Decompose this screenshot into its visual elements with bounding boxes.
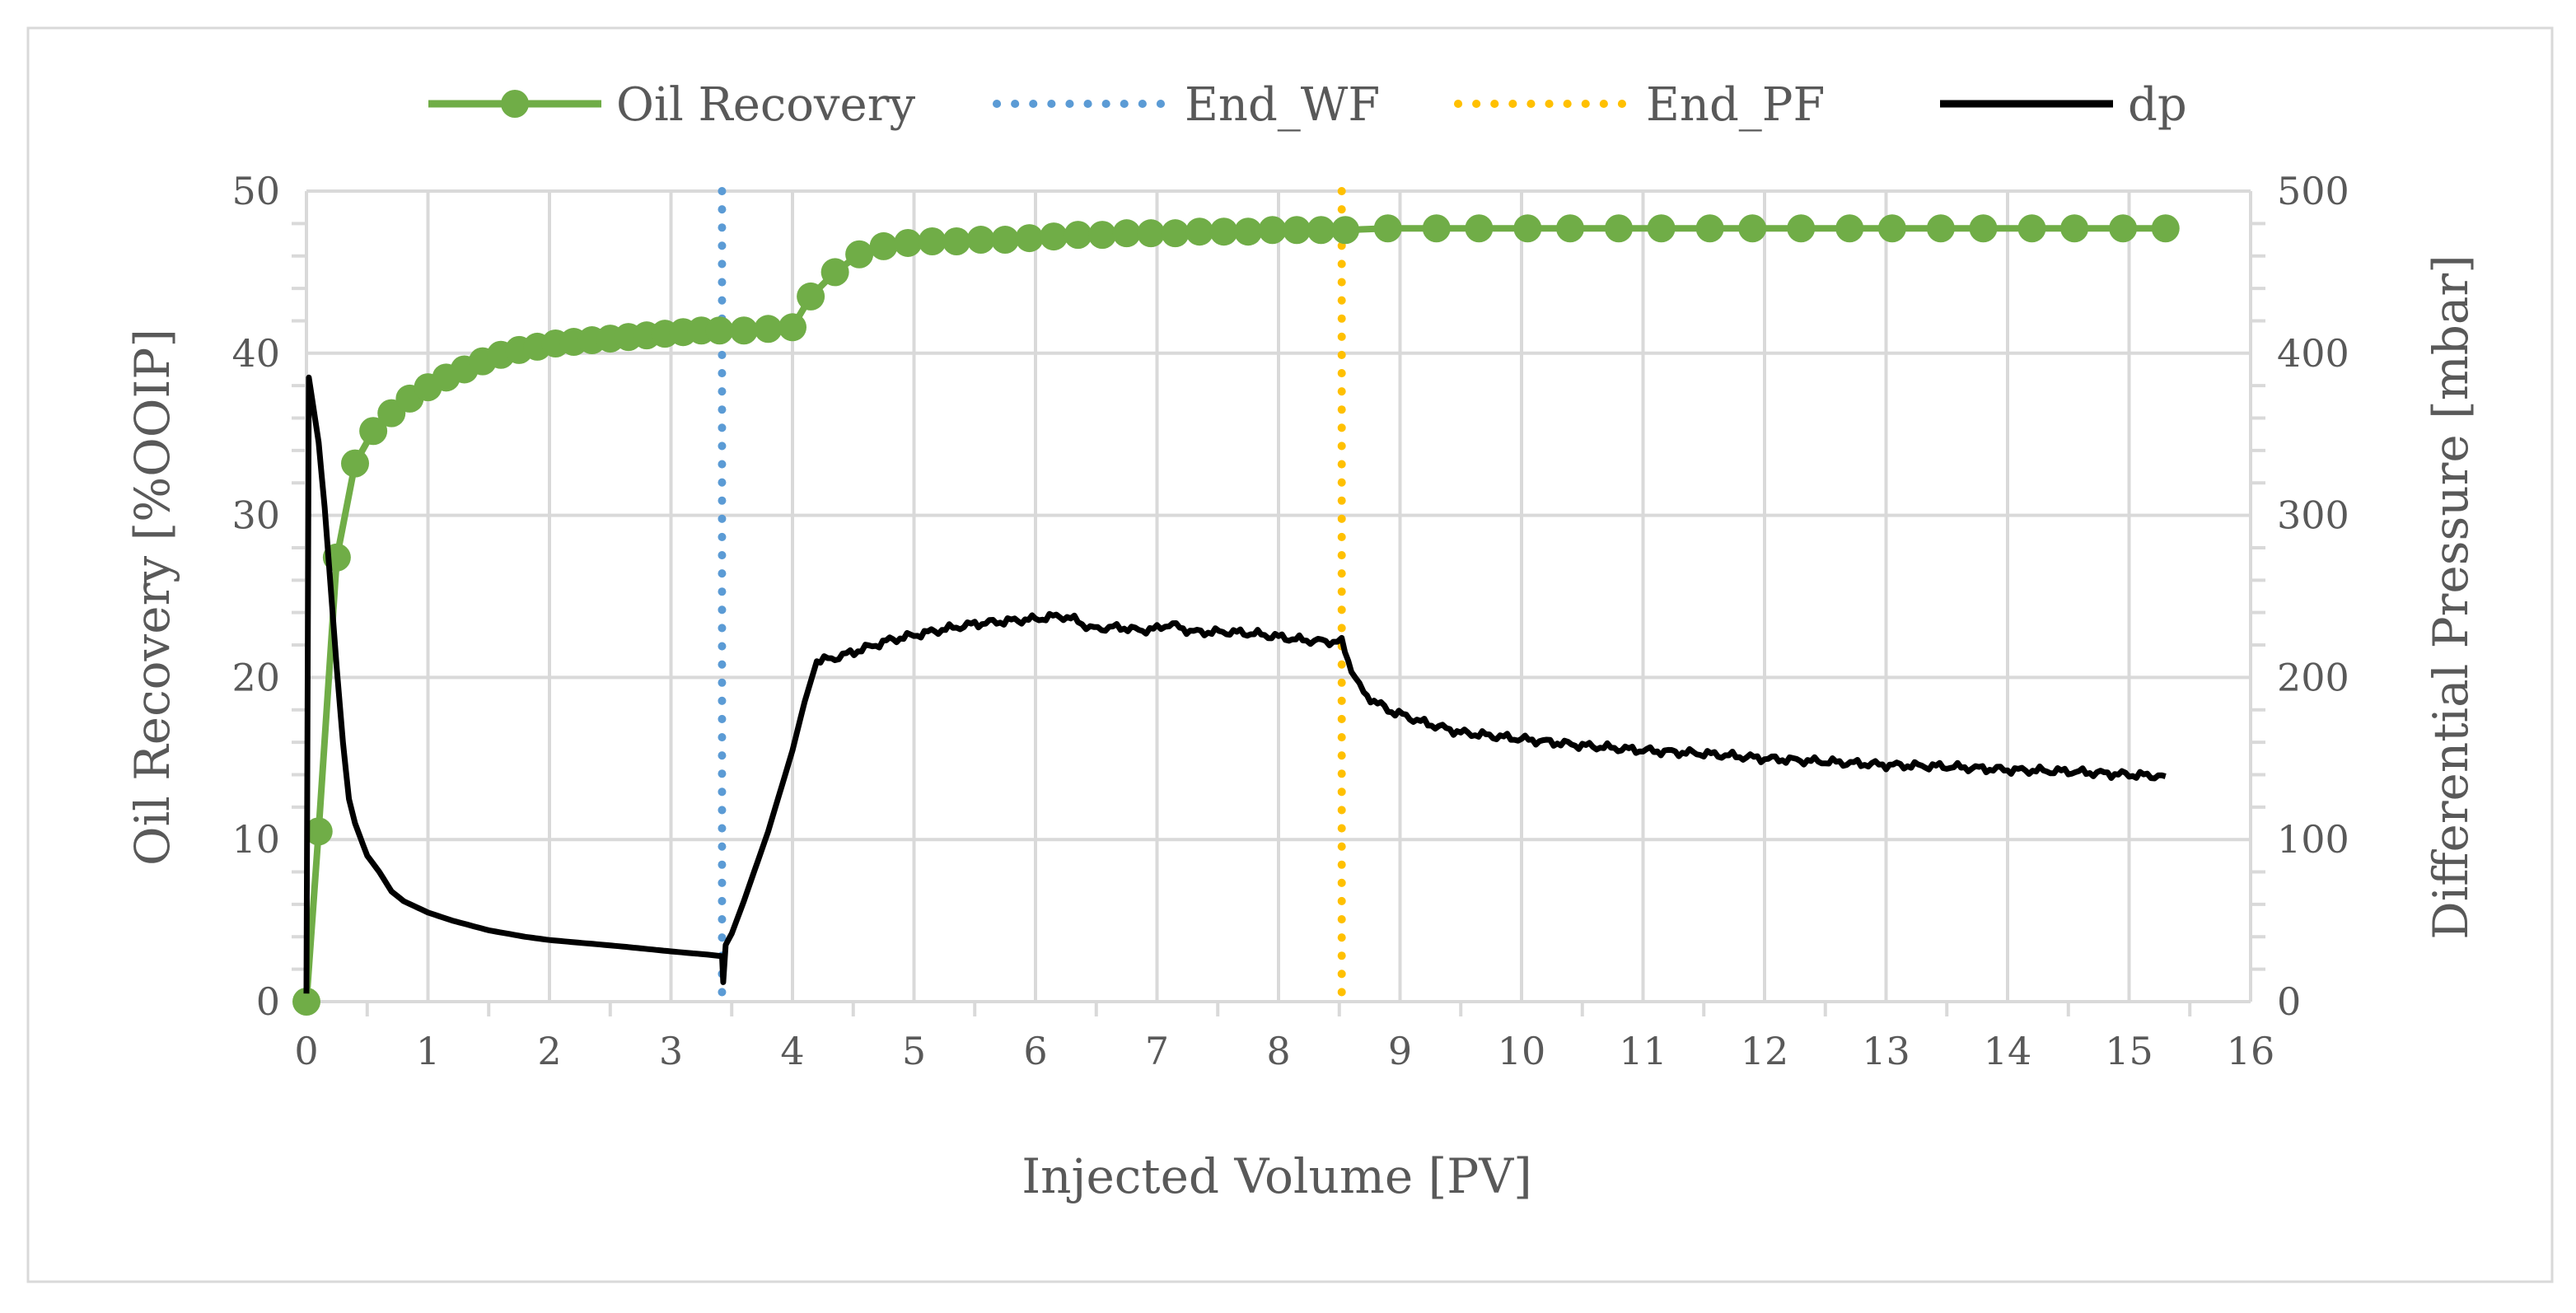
y-tick-label: 40 [231,331,280,376]
x-tick-label: 4 [780,1029,804,1073]
oil-recovery-point [894,228,923,257]
x-tick-label: 15 [2105,1029,2153,1073]
oil-recovery-point [2017,214,2046,243]
oil-recovery-point [1835,214,1864,243]
oil-recovery-point [778,313,806,342]
axis-layer: 0 1 2 3 4 5 6 7 8 9 10 11 12 13 14 15 160102030405001002… [231,169,2349,1073]
oil-recovery-point [820,258,849,287]
x-tick-label: 5 [902,1029,926,1073]
x-tick-label: 8 [1266,1029,1290,1073]
oil-recovery-point [1422,214,1451,243]
oil-recovery-point [1137,219,1166,248]
y2-tick-label: 500 [2277,169,2349,213]
y-tick-label: 20 [231,655,280,699]
x-tick-label: 12 [1741,1029,1789,1073]
x-tick-label: 7 [1145,1029,1169,1073]
oil-recovery-point [845,240,874,269]
oil-recovery-point [359,417,388,446]
oil-recovery-point [1112,219,1141,248]
oil-recovery-point [1465,214,1494,243]
oil-recovery-point [1373,214,1402,243]
oil-recovery-point [1234,217,1263,246]
oil-recovery-point [292,988,320,1016]
oil-recovery-point [966,226,995,255]
x-tick-label: 14 [1984,1029,2032,1073]
oil-recovery-point [1088,221,1117,250]
y-tick-label: 50 [231,169,280,213]
oil-recovery-point [2151,214,2180,243]
oil-recovery-point [341,449,369,478]
oil-recovery-point [1331,216,1360,245]
oil-recovery-point [1513,214,1542,243]
oil-recovery-point [304,817,333,846]
x-tick-label: 13 [1862,1029,1910,1073]
x-tick-label: 2 [537,1029,561,1073]
y-tick-label: 10 [231,817,280,862]
oil-recovery-point [991,226,1020,255]
x-tick-label: 11 [1619,1029,1667,1073]
legend: Oil Recovery End_WF End_PF dp [428,78,2187,132]
oil-recovery-point [1307,216,1335,245]
oil-recovery-point [1185,217,1214,246]
oil-recovery-point [918,227,947,256]
oil-recovery-point [730,316,758,345]
y2-tick-label: 0 [2277,979,2301,1024]
oil-recovery-point [754,315,783,343]
x-tick-label: 1 [416,1029,440,1073]
legend-label-oil-recovery: Oil Recovery [616,78,915,132]
x-tick-label: 0 [294,1029,318,1073]
legend-label-end-pf: End_PF [1646,78,1825,132]
y2-tick-label: 400 [2277,331,2349,376]
oil-recovery-point [2109,214,2138,243]
dp-line [303,374,2167,994]
oil-recovery-point [1877,214,1906,243]
oil-recovery-point [1209,217,1238,246]
oil-recovery-point [1787,214,1816,243]
y2-tick-label: 200 [2277,655,2349,699]
x-tick-label: 3 [659,1029,683,1073]
y2-tick-label: 300 [2277,493,2349,538]
y-axis-title: Oil Recovery [%OOIP] [124,329,180,866]
legend-label-end-wf: End_WF [1185,78,1380,132]
oil-recovery-point [1605,214,1633,243]
chart-border [26,26,2554,1283]
legend-label-dp: dp [2128,78,2187,132]
x-tick-label: 9 [1388,1029,1412,1073]
oil-recovery-point [869,231,898,260]
oil-recovery-point [705,316,734,345]
series-layer [292,187,2180,1016]
oil-recovery-point [1015,224,1044,253]
y2-tick-label: 100 [2277,817,2349,862]
x-axis-title: Injected Volume [PV] [1022,1148,1532,1204]
oil-recovery-point [1283,216,1311,245]
x-tick-label: 6 [1023,1029,1047,1073]
oil-recovery-point [1969,214,1998,243]
legend-marker-oil-recovery [501,90,529,118]
oil-recovery-point [1258,216,1287,245]
oil-recovery-point [1556,214,1584,243]
oil-recovery-point [1695,214,1724,243]
x-tick-label: 10 [1498,1029,1546,1073]
oil-recovery-point [2060,214,2089,243]
oil-recovery-point [942,227,971,256]
oil-recovery-point [1040,222,1068,251]
oil-recovery-point [1738,214,1767,243]
y2-axis-title: Differential Pressure [mbar] [2423,255,2479,940]
oil-recovery-point [1064,221,1092,250]
y-tick-label: 0 [256,979,280,1024]
oil-recovery-point [1926,214,1955,243]
oil-recovery-point [797,282,825,311]
y-tick-label: 30 [231,493,280,538]
x-tick-label: 16 [2227,1029,2275,1073]
oil-recovery-point [1647,214,1676,243]
oil-recovery-point [1161,219,1190,248]
